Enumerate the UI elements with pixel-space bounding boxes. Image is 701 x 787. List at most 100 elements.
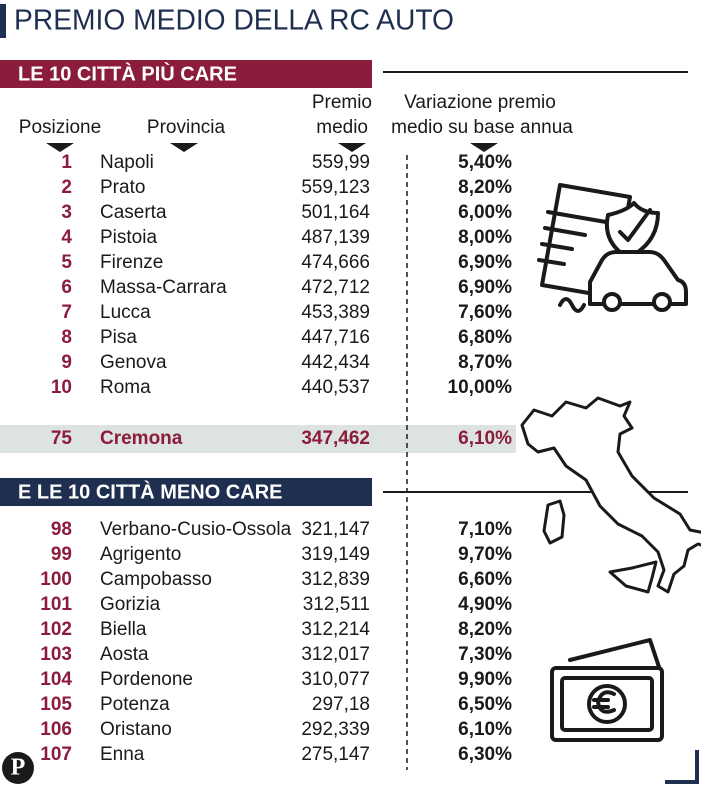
province: Oristano: [100, 719, 172, 740]
province: Aosta: [100, 644, 149, 665]
change: 8,70%: [458, 352, 512, 373]
logo-text: P: [11, 755, 26, 781]
premium: 347,462: [301, 428, 370, 449]
province: Napoli: [100, 152, 154, 173]
position: 104: [40, 669, 72, 690]
section-header: [0, 60, 372, 88]
position: 2: [61, 177, 72, 198]
province: Firenze: [100, 252, 163, 273]
province: Roma: [100, 377, 151, 398]
premium: 319,149: [301, 544, 370, 565]
province: Pistoia: [100, 227, 157, 248]
corner-mark: [665, 750, 699, 784]
position: 8: [61, 327, 72, 348]
change: 6,50%: [458, 694, 512, 715]
position: 75: [51, 428, 73, 449]
change: 6,10%: [458, 428, 512, 449]
change: 9,70%: [458, 544, 512, 565]
column-header: medio: [316, 117, 368, 138]
premium: 472,712: [301, 277, 370, 298]
change: 8,20%: [458, 619, 512, 640]
province: Campobasso: [100, 569, 212, 590]
change: 5,40%: [458, 152, 512, 173]
premium: 321,147: [301, 519, 370, 540]
change: 7,30%: [458, 644, 512, 665]
change: 6,60%: [458, 569, 512, 590]
column-header: medio su base annua: [391, 117, 573, 138]
change: 6,30%: [458, 744, 512, 765]
premium: 440,537: [301, 377, 370, 398]
change: 8,20%: [458, 177, 512, 198]
position: 99: [51, 544, 72, 565]
province: Caserta: [100, 202, 167, 223]
position: 98: [51, 519, 72, 540]
position: 7: [61, 302, 72, 323]
premium: 501,164: [301, 202, 370, 223]
position: 102: [40, 619, 72, 640]
position: 10: [51, 377, 72, 398]
province: Biella: [100, 619, 147, 640]
premium: 312,511: [303, 594, 370, 615]
province: Cremona: [100, 428, 183, 449]
position: 106: [40, 719, 72, 740]
money-icon: [550, 638, 664, 742]
province: Pordenone: [100, 669, 193, 690]
province: Gorizia: [100, 594, 161, 615]
premium: 310,077: [301, 669, 370, 690]
change: 10,00%: [448, 377, 513, 398]
province: Lucca: [100, 302, 151, 323]
premium: 292,339: [301, 719, 370, 740]
logo: [2, 752, 34, 784]
province: Verbano-Cusio-Ossola: [100, 519, 292, 540]
premium: 312,839: [301, 569, 370, 590]
change: 6,10%: [458, 719, 512, 740]
section-header: [0, 478, 372, 506]
premium: 297,18: [312, 694, 370, 715]
position: 103: [40, 644, 72, 665]
column-header: Provincia: [147, 117, 226, 138]
section-title: E LE 10 CITTÀ MENO CARE: [18, 480, 282, 503]
premium: 312,017: [301, 644, 370, 665]
italy-map: [520, 396, 701, 594]
premium: 559,99: [312, 152, 370, 173]
column-header: Variazione premio: [404, 92, 556, 113]
province: Pisa: [100, 327, 137, 348]
premium: 453,389: [301, 302, 370, 323]
province: Potenza: [100, 694, 170, 715]
premium: 312,214: [301, 619, 370, 640]
premium: 474,666: [301, 252, 370, 273]
province: Genova: [100, 352, 167, 373]
position: 107: [40, 744, 72, 765]
change: 6,80%: [458, 327, 512, 348]
premium: 559,123: [301, 177, 370, 198]
province: Agrigento: [100, 544, 181, 565]
section-title: LE 10 CITTÀ PIÙ CARE: [18, 61, 237, 85]
column-header: Posizione: [19, 117, 101, 138]
change: 4,90%: [458, 594, 512, 615]
change: 6,90%: [458, 277, 512, 298]
insurance-icon: [537, 183, 688, 313]
position: 5: [61, 252, 72, 273]
position: 1: [61, 152, 72, 173]
column-header: Premio: [312, 92, 372, 113]
position: 4: [61, 227, 72, 248]
province: Massa-Carrara: [100, 277, 227, 298]
title: PREMIO MEDIO DELLA RC AUTO: [14, 5, 454, 37]
change: 9,90%: [458, 669, 512, 690]
change: 6,00%: [458, 202, 512, 223]
change: 8,00%: [458, 227, 512, 248]
change: 6,90%: [458, 252, 512, 273]
position: 101: [40, 594, 72, 615]
change: 7,60%: [458, 302, 512, 323]
header-arrows: [46, 143, 498, 152]
premium: 447,716: [301, 327, 370, 348]
position: 105: [40, 694, 72, 715]
position: 3: [61, 202, 72, 223]
province: Enna: [100, 744, 145, 765]
position: 6: [61, 277, 72, 298]
position: 9: [61, 352, 72, 373]
position: 100: [40, 569, 72, 590]
premium: 442,434: [301, 352, 370, 373]
province: Prato: [100, 177, 145, 198]
title-bar: [0, 4, 6, 38]
